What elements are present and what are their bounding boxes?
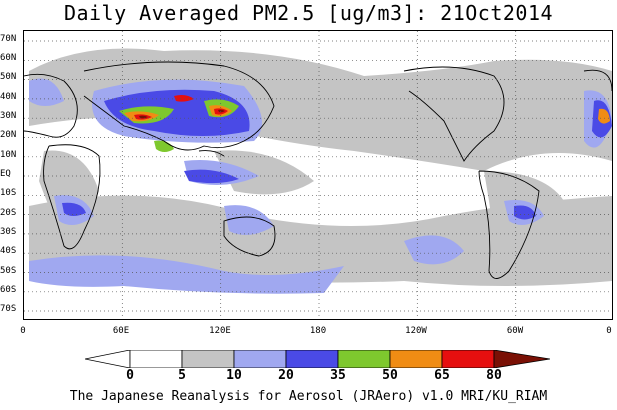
lon-label: 120E (209, 326, 231, 336)
graticule (24, 31, 612, 319)
lat-label: 50N (0, 72, 17, 82)
colorbar-tick: 35 (330, 368, 346, 383)
lat-label: 40S (0, 246, 17, 256)
colorbar-tick: 65 (434, 368, 450, 383)
lon-label: 60W (506, 326, 524, 336)
lon-label: 180 (309, 326, 327, 336)
map-canvas (24, 31, 612, 319)
colorbar-tick: 80 (486, 368, 502, 383)
lat-label: 60N (0, 53, 17, 63)
colorbar-segment-50-65 (389, 350, 443, 368)
coastlines (24, 61, 612, 279)
colorbar-tick: 50 (382, 368, 398, 383)
colorbar (85, 350, 550, 368)
lat-label: 70S (0, 304, 17, 314)
pm25-level-5-10 (29, 48, 612, 286)
colorbar-segment-5-10 (181, 350, 235, 368)
colorbar-segment-20-35 (285, 350, 339, 368)
lon-label: 120W (405, 326, 427, 336)
lat-label: 30S (0, 227, 17, 237)
colorbar-segment-65-80 (441, 350, 495, 368)
pm25-map (23, 30, 613, 320)
colorbar-segment-lt0 (85, 350, 131, 368)
lat-label: EQ (0, 169, 11, 179)
lon-label: 0 (20, 326, 26, 336)
footer-credit: The Japanese Reanalysis for Aerosol (JRA… (69, 389, 548, 404)
pm25-level-80-plus (139, 109, 225, 119)
colorbar-tick: 5 (178, 368, 186, 383)
colorbar-segment-35-50 (337, 350, 391, 368)
lat-label: 20S (0, 208, 17, 218)
lat-label: 40N (0, 92, 17, 102)
lat-label: 50S (0, 266, 17, 276)
lon-label: 0 (606, 326, 612, 336)
colorbar-segment-0-5 (129, 350, 183, 368)
colorbar-tick: 0 (126, 368, 134, 383)
lat-label: 10N (0, 150, 17, 160)
map-title: Daily Averaged PM2.5 [ug/m3]: 21Oct2014 (63, 1, 554, 25)
colorbar-segment-10-20 (233, 350, 287, 368)
lat-label: 20N (0, 130, 17, 140)
pm25-level-10-20 (29, 78, 612, 294)
colorbar-tick: 10 (226, 368, 242, 383)
colorbar-segment-gt80 (493, 350, 550, 368)
lat-label: 30N (0, 111, 17, 121)
lat-label: 10S (0, 188, 17, 198)
lon-label: 60E (112, 326, 130, 336)
lat-label: 70N (0, 34, 17, 44)
lat-label: 60S (0, 285, 17, 295)
colorbar-tick: 20 (278, 368, 294, 383)
